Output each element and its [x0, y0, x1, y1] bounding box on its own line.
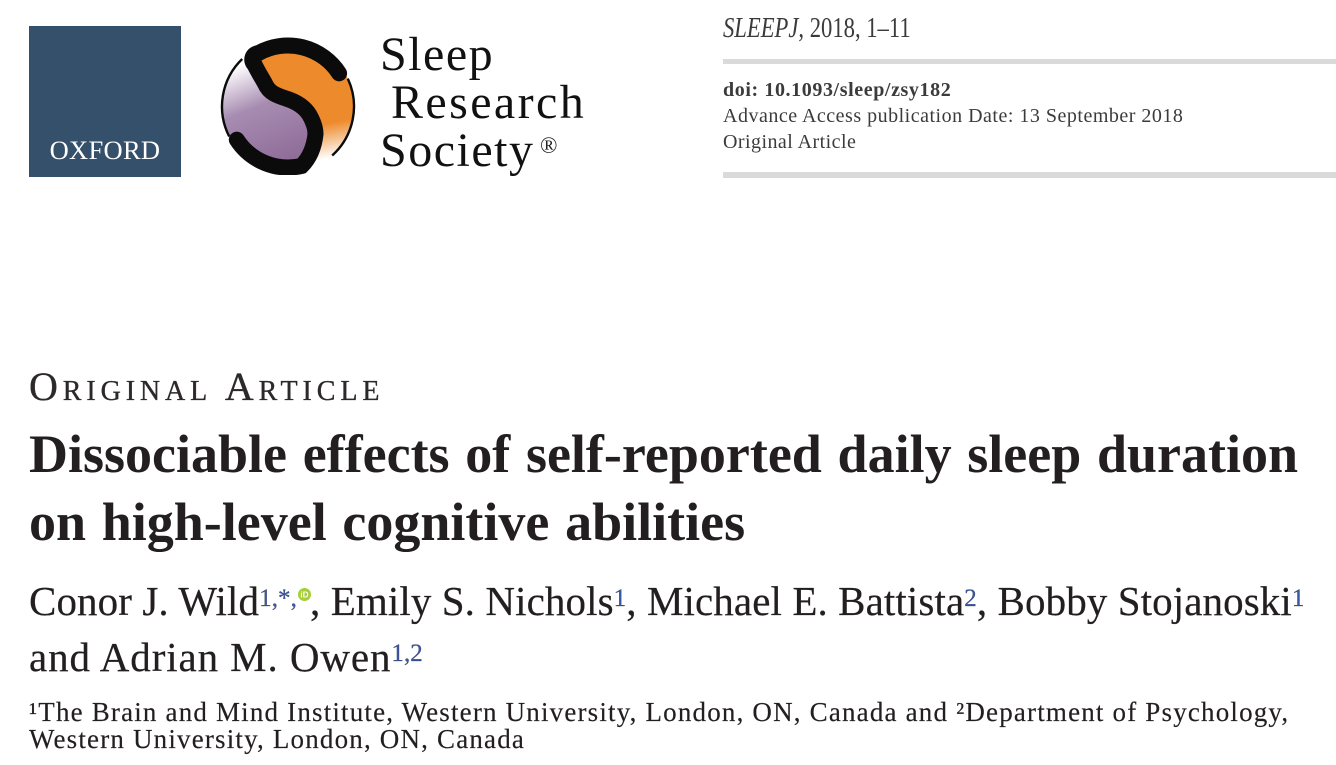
- svg-text:iD: iD: [300, 591, 308, 600]
